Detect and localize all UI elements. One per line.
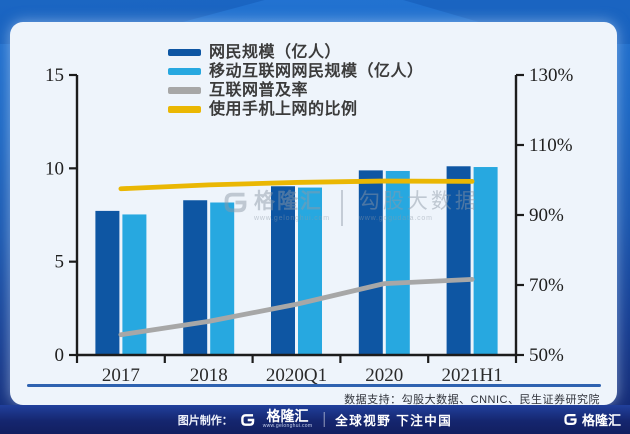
bar	[271, 186, 295, 355]
credit-label: 图片制作：	[177, 414, 233, 427]
watermark-divider	[340, 190, 343, 226]
gelonghui-logo-icon	[563, 412, 578, 427]
legend-item: 网民规模（亿人）	[168, 43, 424, 62]
bar	[183, 200, 208, 355]
footer-separator	[323, 412, 325, 427]
right-axis-label: 90%	[529, 205, 564, 226]
x-axis-label: 2018	[190, 365, 228, 386]
legend-swatch-icon	[168, 49, 201, 56]
left-axis-label: 10	[45, 158, 64, 179]
bar	[210, 202, 235, 355]
bar	[446, 166, 471, 355]
x-axis-label: 2020Q1	[266, 365, 327, 386]
bar	[122, 214, 147, 355]
watermark-partner: 勾股大数据	[358, 190, 479, 213]
footer-right-logo: 格隆汇	[563, 405, 621, 434]
left-axis-label: 15	[45, 65, 64, 86]
bar	[473, 167, 498, 355]
watermark-partner-url: www.gogudata.com	[358, 215, 433, 222]
gelonghui-logo-icon	[222, 189, 249, 221]
watermark: 格隆汇 www.gelonghui.com 勾股大数据 www.gogudata…	[222, 189, 479, 226]
right-axis-label: 130%	[529, 65, 574, 86]
legend-label: 使用手机上网的比例	[209, 100, 358, 118]
x-axis-label: 2021H1	[441, 365, 502, 386]
footer-divider-line	[27, 384, 601, 387]
x-axis-label: 2020	[365, 365, 403, 386]
watermark-brand-url: www.gelonghui.com	[254, 215, 330, 222]
footer-right-brand: 格隆汇	[581, 413, 621, 428]
chart-legend: 网民规模（亿人） 移动互联网网民规模（亿人） 互联网普及率 使用手机上网的比例	[168, 43, 424, 119]
legend-item: 互联网普及率	[168, 81, 424, 100]
footer-brand: 格隆汇	[266, 408, 309, 424]
legend-item: 移动互联网网民规模（亿人）	[168, 62, 424, 81]
gelonghui-logo-icon	[240, 412, 256, 428]
watermark-brand: 格隆汇	[254, 190, 323, 213]
left-axis-label: 5	[55, 252, 65, 273]
line-series	[118, 178, 475, 192]
chart-card: 0 5 10 15 50% 70% 90% 110% 130% 2017 2018 2020Q1 202…	[10, 22, 617, 406]
footer-slogan: 全球视野 下注中国	[335, 414, 453, 428]
data-source-note: 数据支持：勾股大数据、CNNIC、民生证券研究院	[344, 394, 600, 406]
right-axis-label: 110%	[529, 135, 573, 156]
right-axis-label: 50%	[529, 345, 564, 366]
x-axis-label: 2017	[102, 365, 140, 386]
combo-chart: 0 5 10 15 50% 70% 90% 110% 130% 2017 2018 2020Q1 202…	[45, 65, 574, 386]
bar	[298, 187, 322, 355]
legend-item: 使用手机上网的比例	[168, 100, 424, 119]
right-axis-label: 70%	[529, 275, 564, 296]
legend-swatch-icon	[168, 68, 201, 75]
footer-credit-group: 图片制作： 格隆汇 www.gelonghui.com 全球视野 下注中国	[178, 405, 453, 434]
left-axis-label: 0	[55, 345, 65, 366]
legend-swatch-icon	[168, 106, 201, 113]
bar	[358, 170, 383, 355]
footer-brand-url: www.gelonghui.com	[262, 423, 313, 429]
legend-label: 网民规模（亿人）	[209, 43, 342, 61]
line-series	[118, 276, 475, 338]
legend-label: 移动互联网网民规模（亿人）	[209, 62, 424, 80]
bar	[385, 170, 410, 355]
legend-label: 互联网普及率	[209, 81, 309, 99]
footer-bar: 图片制作： 格隆汇 www.gelonghui.com 全球视野 下注中国 格隆…	[0, 405, 630, 434]
bar	[95, 210, 120, 355]
legend-swatch-icon	[168, 87, 201, 94]
